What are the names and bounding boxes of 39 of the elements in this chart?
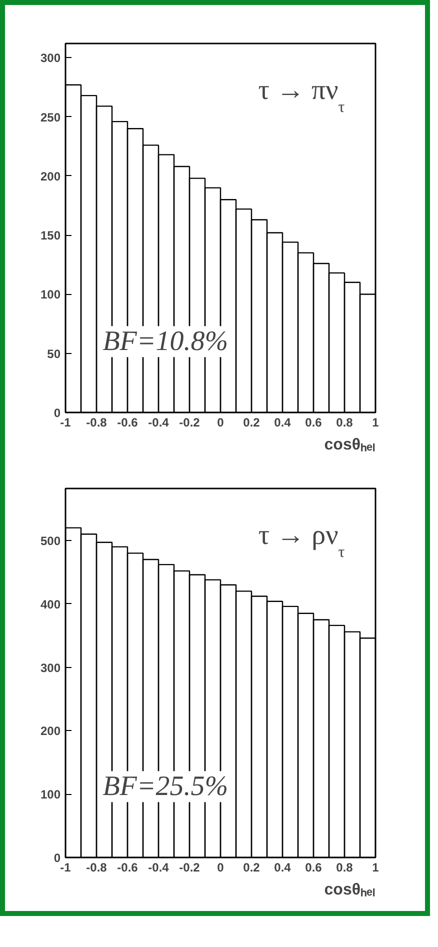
y-tick-label: 500 xyxy=(40,534,61,548)
y-tick-label: 150 xyxy=(40,228,61,243)
x-tick-label: 0.4 xyxy=(274,860,292,874)
x-tick-label: -0.4 xyxy=(148,416,170,430)
x-tick-label: 0 xyxy=(217,860,224,874)
x-tick-label: -1 xyxy=(60,416,72,430)
x-tick-label: -1 xyxy=(60,860,72,874)
x-tick-label: -0.8 xyxy=(86,416,108,430)
x-tick-label: 0.2 xyxy=(243,860,260,874)
x-tick-label: 0.4 xyxy=(274,416,292,430)
x-tick-label: -0.2 xyxy=(179,860,200,874)
y-tick-label: 100 xyxy=(40,788,61,802)
y-tick-label: 0 xyxy=(54,406,61,420)
y-tick-label: 250 xyxy=(40,110,61,124)
annotation: BF=10.8% xyxy=(102,326,228,358)
y-tick-label: 100 xyxy=(40,288,61,302)
y-tick-label: 300 xyxy=(40,51,61,66)
x-tick-label: 0.8 xyxy=(336,860,354,874)
x-tick-label: 0.8 xyxy=(336,416,354,430)
x-axis-title: cosθₕₑₗ xyxy=(324,436,376,454)
annotation: BF=25.5% xyxy=(102,771,228,802)
x-tick-label: 1 xyxy=(372,416,380,430)
x-tick-label: -0.6 xyxy=(117,860,138,874)
x-tick-label: 0.6 xyxy=(305,860,322,874)
x-tick-label: 0 xyxy=(217,416,224,430)
x-tick-label: -0.8 xyxy=(86,860,108,874)
y-tick-label: 300 xyxy=(40,660,61,675)
x-tick-label: 0.2 xyxy=(243,416,260,430)
y-tick-label: 200 xyxy=(40,724,61,738)
x-tick-label: 0.6 xyxy=(305,416,322,430)
x-axis-title: cosθₕₑₗ xyxy=(324,882,376,898)
y-tick-label: 0 xyxy=(54,851,61,865)
x-tick-label: -0.6 xyxy=(117,416,138,430)
y-tick-label: 200 xyxy=(40,169,61,184)
y-tick-label: 400 xyxy=(40,597,61,612)
x-tick-label: 1 xyxy=(372,860,380,874)
y-tick-label: 50 xyxy=(47,346,61,361)
x-tick-label: -0.2 xyxy=(179,416,200,430)
x-tick-label: -0.4 xyxy=(148,860,170,874)
